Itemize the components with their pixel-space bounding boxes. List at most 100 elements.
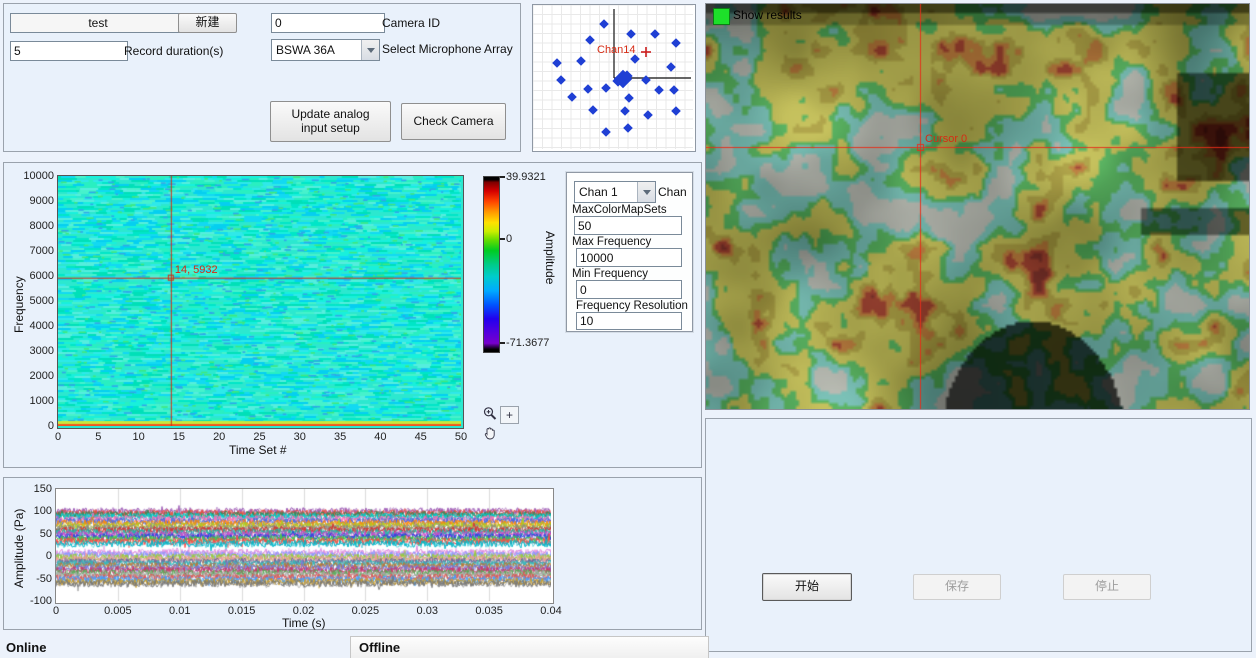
offline-status-label: Offline: [359, 640, 401, 655]
mic-array-plot-panel: Chan14: [532, 4, 696, 152]
waveform-y-title: Amplitude (Pa): [12, 508, 26, 588]
axis-tick-label: 0.015: [227, 605, 256, 617]
zoom-tool-icon[interactable]: [481, 406, 498, 422]
control-panel: 开始 保存 停止: [705, 418, 1252, 652]
axis-tick-label: 10000: [23, 170, 54, 182]
axis-tick-label: 15: [172, 431, 186, 443]
camera-image[interactable]: [706, 4, 1249, 409]
start-button[interactable]: 开始: [762, 573, 852, 601]
chevron-down-icon[interactable]: [637, 182, 655, 202]
axis-tick-label: -50: [36, 572, 52, 585]
axis-tick-label: 0.005: [104, 605, 132, 617]
axis-tick-label: 5: [95, 431, 102, 443]
min-frequency-input[interactable]: 0: [576, 280, 682, 299]
waveform-panel: 150 100 50 0 -50 -100 0 0.005 0.01 0.015 0.02 0.02…: [3, 477, 702, 630]
waveform-x-title: Time (s): [282, 616, 326, 630]
channel-label: Chan: [658, 185, 687, 199]
max-frequency-value: 10000: [580, 250, 614, 265]
mic-array-plot[interactable]: [532, 4, 693, 149]
axis-tick-label: 0: [54, 431, 62, 443]
axis-tick-label: 150: [33, 483, 52, 495]
spectrogram-x-title: Time Set #: [229, 443, 287, 457]
color-scale-max: 39.9321: [500, 171, 546, 183]
record-duration-input[interactable]: 5: [10, 41, 128, 61]
axis-tick-label: 8000: [29, 220, 54, 232]
maxcolormapsets-input[interactable]: 50: [574, 216, 682, 235]
show-results-label: Show results: [733, 8, 802, 22]
camera-view[interactable]: Show results Cursor 0: [705, 3, 1250, 410]
spectrogram-y-title: Frequency: [12, 276, 26, 333]
axis-tick-label: 0.02: [292, 605, 315, 617]
mic-cursor-label: Chan14: [597, 44, 636, 56]
setup-panel: test 新建 5 Record duration(s) 0 Camera ID…: [3, 3, 521, 152]
offline-tab: Offline: [350, 636, 709, 658]
axis-tick-label: 100: [33, 505, 52, 518]
axis-tick-label: 0: [47, 420, 54, 432]
new-button[interactable]: 新建: [178, 13, 237, 33]
update-analog-input-button[interactable]: Update analog input setup: [270, 101, 391, 142]
spectrogram-plot[interactable]: [58, 176, 461, 426]
camera-cursor-label: Cursor 0: [925, 133, 968, 145]
spectrogram-panel: 14, 5932 10000 9000 8000 7000 6000 5000 4000 30…: [3, 162, 702, 468]
axis-tick-label: 0.01: [169, 605, 191, 617]
cursor-tool-icon[interactable]: +: [500, 406, 519, 424]
min-frequency-label: Min Frequency: [572, 268, 649, 280]
waveform-plot: [56, 489, 551, 601]
min-frequency-value: 0: [580, 282, 587, 297]
color-scale-title: Amplitude: [543, 231, 557, 285]
max-frequency-input[interactable]: 10000: [576, 248, 682, 267]
mic-array-label: Select Microphone Array: [382, 42, 513, 56]
axis-tick-label: 25: [253, 431, 266, 443]
axis-tick-label: 7000: [29, 245, 54, 257]
axis-tick-label: 35: [333, 431, 347, 443]
pan-tool-icon[interactable]: [481, 425, 498, 441]
color-scale-min: -71.3677: [500, 337, 549, 349]
axis-tick-label: 6000: [29, 270, 54, 282]
chevron-down-icon[interactable]: [361, 40, 379, 60]
axis-tick-label: 30: [293, 431, 306, 443]
axis-tick-label: 50: [454, 431, 468, 443]
max-frequency-label: Max Frequency: [572, 236, 652, 248]
maxcolormapsets-label: MaxColorMapSets: [572, 204, 667, 216]
axis-tick-label: 0.04: [540, 605, 562, 617]
frequency-resolution-label: Frequency Resolution: [576, 300, 688, 312]
frequency-resolution-value: 10: [580, 314, 594, 328]
stop-button[interactable]: 停止: [1063, 574, 1151, 600]
test-name-value: test: [88, 16, 108, 30]
axis-tick-label: 0.025: [351, 605, 380, 617]
check-camera-button[interactable]: Check Camera: [401, 103, 506, 140]
axis-tick-label: -100: [29, 595, 52, 607]
channel-value: Chan 1: [579, 185, 618, 199]
channel-settings-box: Chan 1 Chan MaxColorMapSets 50 Max Frequ…: [566, 172, 693, 332]
axis-tick-label: 10: [132, 431, 145, 443]
mic-array-value: BSWA 36A: [276, 43, 335, 57]
axis-tick-label: 9000: [29, 195, 54, 207]
camera-id-input[interactable]: 0: [271, 13, 385, 33]
channel-select[interactable]: Chan 1: [574, 181, 656, 203]
online-status-label: Online: [6, 640, 47, 655]
axis-tick-label: 0: [45, 550, 52, 563]
axis-tick-label: 3000: [29, 345, 54, 357]
axis-tick-label: 50: [39, 527, 52, 540]
color-scale-zero-value: 0: [506, 233, 513, 245]
color-scale-zero: 0: [500, 233, 512, 245]
axis-tick-label: 0.03: [416, 605, 438, 617]
record-duration-label: Record duration(s): [124, 44, 224, 58]
axis-tick-label: 20: [213, 431, 226, 443]
test-name-input[interactable]: test: [10, 13, 186, 33]
mic-array-select[interactable]: BSWA 36A: [271, 39, 380, 61]
camera-id-label: Camera ID: [382, 16, 441, 30]
show-results-led[interactable]: [713, 8, 730, 25]
axis-tick-label: 0: [52, 605, 60, 617]
axis-tick-label: 0.035: [475, 605, 503, 617]
frequency-resolution-input[interactable]: 10: [576, 312, 682, 330]
color-scale-min-value: -71.3677: [506, 337, 550, 349]
axis-tick-label: 4000: [29, 320, 54, 332]
spectrogram-cursor-label: 14, 5932: [174, 263, 218, 276]
save-button[interactable]: 保存: [913, 574, 1001, 600]
axis-tick-label: 45: [414, 431, 427, 443]
record-duration-value: 5: [14, 44, 21, 58]
color-scale: [483, 176, 500, 353]
maxcolormapsets-value: 50: [578, 218, 592, 233]
